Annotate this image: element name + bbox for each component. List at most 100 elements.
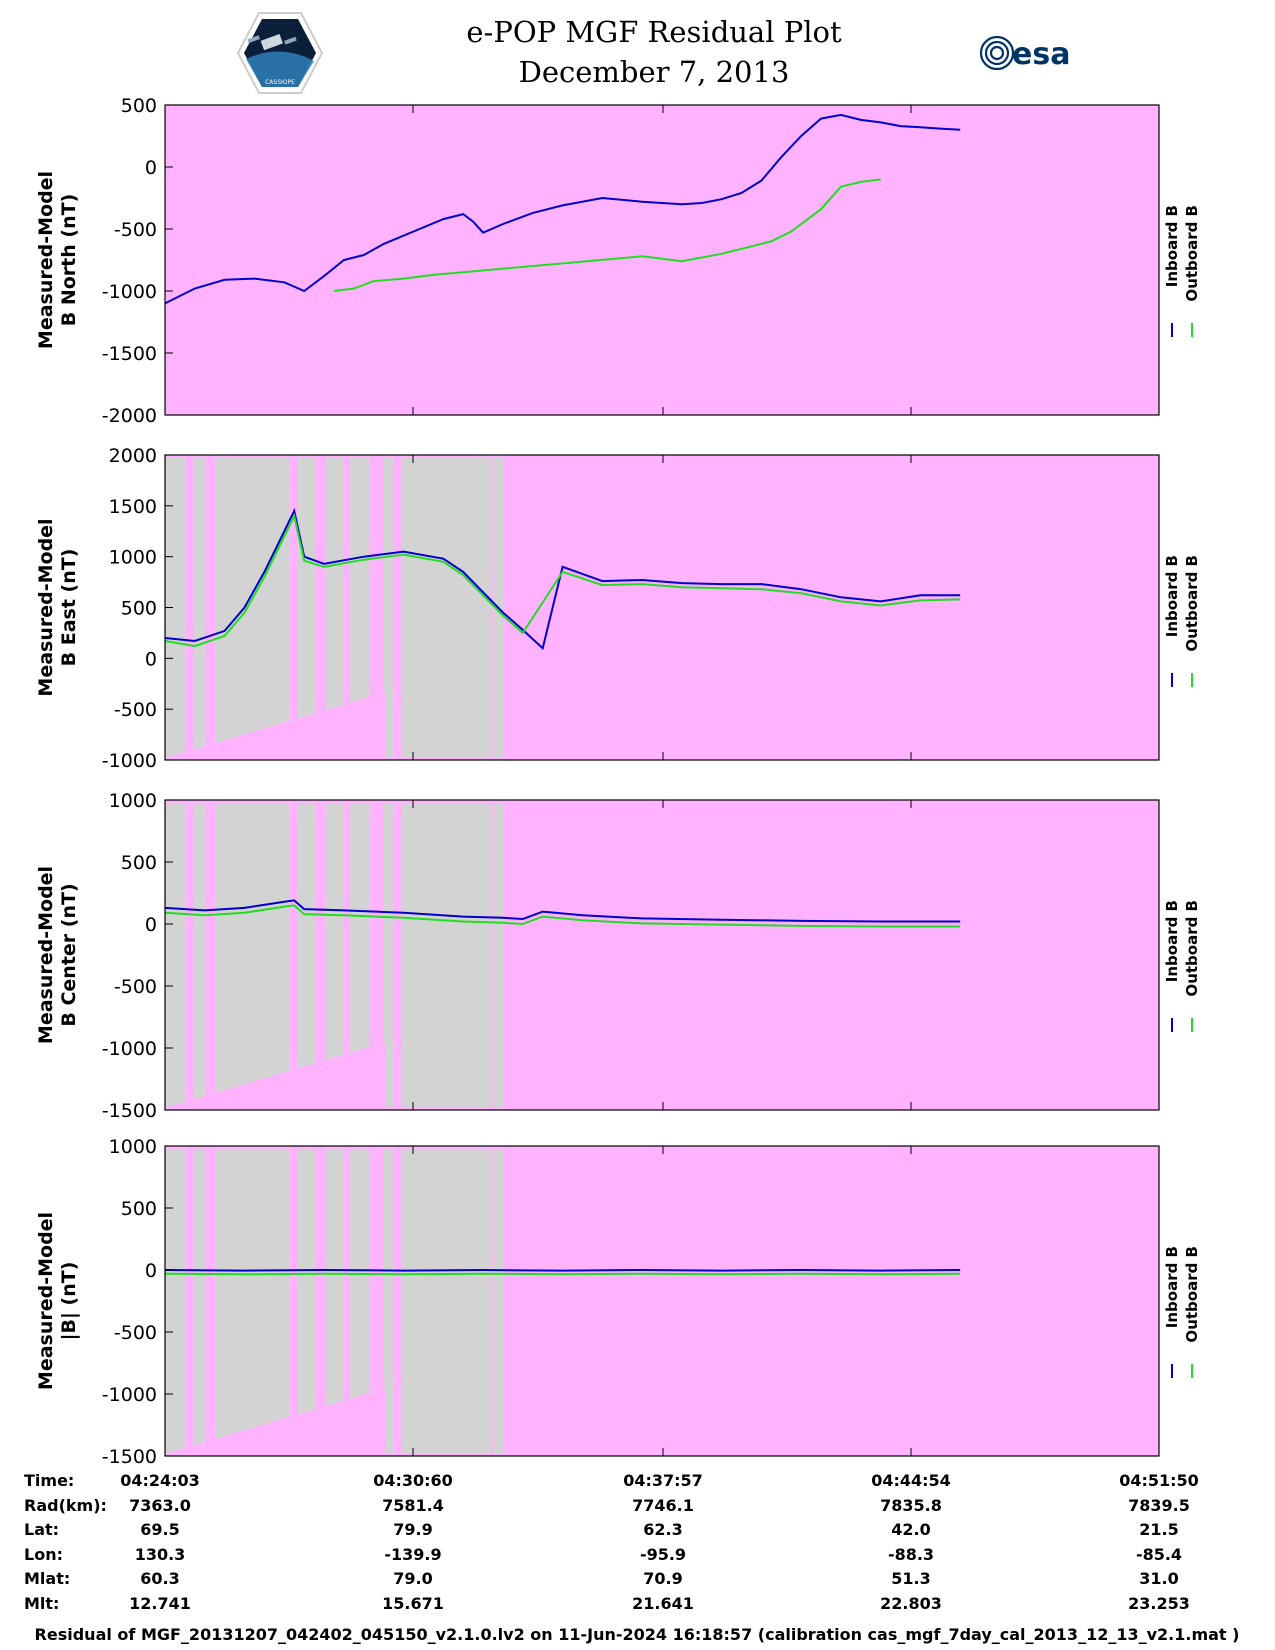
series-inboard-b bbox=[164, 507, 961, 651]
legend-label: Outboard B bbox=[1183, 205, 1201, 302]
y-tick-label: 2000 bbox=[109, 445, 157, 467]
plot-frame bbox=[164, 1145, 1160, 1457]
ephemeris-value: 04:51:50 bbox=[1119, 1471, 1199, 1490]
y-axis-label-line-2: |B| (nT) bbox=[58, 1262, 80, 1341]
y-tick-label: 1500 bbox=[109, 496, 157, 518]
y-tick-label: 500 bbox=[121, 598, 157, 620]
legend-label: Inboard B bbox=[1163, 205, 1181, 287]
ephemeris-value: 51.3 bbox=[891, 1569, 930, 1588]
data-gap-shading bbox=[350, 458, 370, 757]
y-axis-label-line-1: Measured-Model bbox=[35, 171, 57, 349]
cassiope-logo: CASSIOPE bbox=[236, 12, 324, 94]
data-gap-shading bbox=[326, 458, 343, 757]
y-tick-label: 1000 bbox=[109, 547, 157, 569]
data-gap-shading bbox=[326, 803, 343, 1107]
ephemeris-value: 04:24:03 bbox=[120, 1471, 200, 1490]
y-axis-label-line-2: B North (nT) bbox=[58, 194, 80, 327]
ephemeris-value: 12.741 bbox=[129, 1594, 191, 1613]
y-tick-label: -500 bbox=[114, 1322, 157, 1344]
ephemeris-value: 15.671 bbox=[382, 1594, 444, 1613]
y-tick-label: 0 bbox=[145, 157, 157, 179]
ephemeris-value: -85.4 bbox=[1136, 1545, 1182, 1564]
y-tick-label: -1500 bbox=[102, 343, 157, 365]
data-gap-shading bbox=[215, 803, 290, 1107]
data-gap-shading bbox=[326, 1149, 343, 1453]
ephemeris-value: 7363.0 bbox=[129, 1496, 191, 1515]
y-tick-label: -1000 bbox=[102, 1038, 157, 1060]
ephemeris-value: -88.3 bbox=[888, 1545, 934, 1564]
legend: Inboard B Outboard B bbox=[1163, 555, 1201, 687]
y-axis-label-line-2: B East (nT) bbox=[58, 549, 80, 667]
legend: Inboard B Outboard B bbox=[1163, 900, 1201, 1032]
series-inboard-b bbox=[164, 113, 961, 305]
ephemeris-value: 23.253 bbox=[1128, 1594, 1190, 1613]
ephemeris-value: 04:30:60 bbox=[373, 1471, 453, 1490]
series-inboard-b bbox=[164, 1268, 961, 1272]
ephemeris-value: 7581.4 bbox=[382, 1496, 444, 1515]
ephemeris-row-label: Lon: bbox=[24, 1545, 63, 1564]
y-axis-label-line-1: Measured-Model bbox=[35, 866, 57, 1044]
ephemeris-row-label: Lat: bbox=[24, 1520, 59, 1539]
legend-label: Inboard B bbox=[1163, 555, 1181, 637]
y-tick-label: -1000 bbox=[102, 1384, 157, 1406]
series-outboard-b bbox=[164, 1272, 961, 1276]
plot-frame bbox=[164, 799, 1160, 1111]
y-tick-label: 1000 bbox=[109, 1136, 157, 1158]
plot-background bbox=[165, 105, 1159, 415]
y-tick-label: 500 bbox=[121, 95, 157, 117]
ephemeris-value: 7839.5 bbox=[1128, 1496, 1190, 1515]
data-gap-shading bbox=[215, 458, 290, 757]
ephemeris-value: -95.9 bbox=[640, 1545, 686, 1564]
logo-left-text: CASSIOPE bbox=[265, 79, 295, 86]
ephemeris-value: 60.3 bbox=[140, 1569, 179, 1588]
ephemeris-value: 04:44:54 bbox=[871, 1471, 951, 1490]
shading-wedge bbox=[165, 692, 386, 760]
data-gap-shading bbox=[194, 1149, 206, 1453]
y-tick-label: -1500 bbox=[102, 1446, 157, 1468]
y-tick-label: -500 bbox=[114, 219, 157, 241]
esa-logo: esa bbox=[979, 35, 1070, 72]
header: CASSIOPE e-POP MGF Residual Plot Decembe… bbox=[236, 12, 1070, 94]
data-gap-shading bbox=[298, 803, 315, 1107]
legend-label: Inboard B bbox=[1163, 900, 1181, 982]
data-gap-shading bbox=[493, 1149, 504, 1453]
data-gap-shading bbox=[298, 1149, 315, 1453]
ephemeris-value: 04:37:57 bbox=[623, 1471, 703, 1490]
y-axis-label-line-2: B Center (nT) bbox=[58, 883, 80, 1026]
ephemeris-row-label: Mlt: bbox=[24, 1594, 59, 1613]
y-tick-label: -500 bbox=[114, 699, 157, 721]
data-gap-shading bbox=[350, 1149, 370, 1453]
y-tick-label: -1500 bbox=[102, 1100, 157, 1122]
data-gap-shading bbox=[401, 1149, 491, 1453]
ephemeris-value: 70.9 bbox=[643, 1569, 682, 1588]
data-gap-shading bbox=[194, 458, 206, 757]
y-tick-label: 0 bbox=[145, 648, 157, 670]
title-line-2: December 7, 2013 bbox=[519, 55, 790, 89]
ephemeris-value: 21.5 bbox=[1139, 1520, 1178, 1539]
y-tick-label: 500 bbox=[121, 1198, 157, 1220]
shading-wedge bbox=[165, 1042, 386, 1110]
series-outboard-b bbox=[333, 178, 881, 292]
panel-1: 500 0 -500 -1000 -1500 -2000 Measured-Model B N… bbox=[35, 95, 1201, 427]
ephemeris-value: 7835.8 bbox=[880, 1496, 942, 1515]
y-tick-label: 500 bbox=[121, 852, 157, 874]
title-line-1: e-POP MGF Residual Plot bbox=[466, 15, 842, 49]
ephemeris-value: 130.3 bbox=[135, 1545, 186, 1564]
ephemeris-value: 79.0 bbox=[393, 1569, 432, 1588]
legend: Inboard B Outboard B bbox=[1163, 205, 1201, 337]
y-tick-label: 0 bbox=[145, 1260, 157, 1282]
panel-4: 1000 500 0 -500 -1000 -1500 Measured-Model |B| … bbox=[35, 1136, 1201, 1468]
y-tick-label: -500 bbox=[114, 976, 157, 998]
data-gap-shading bbox=[298, 458, 315, 757]
ephemeris-table: Time: Rad(km): Lat: Lon: Mlat: Mlt: 04:24:03 73… bbox=[24, 1471, 1199, 1613]
ephemeris-value: 79.9 bbox=[393, 1520, 432, 1539]
data-gap-shading bbox=[384, 1149, 394, 1453]
ephemeris-value: 21.641 bbox=[632, 1594, 694, 1613]
ephemeris-row-label: Rad(km): bbox=[24, 1496, 107, 1515]
panel-3: 1000 500 0 -500 -1000 -1500 Measured-Model B Ce… bbox=[35, 790, 1201, 1122]
legend: Inboard B Outboard B bbox=[1163, 1246, 1201, 1378]
y-tick-label: -2000 bbox=[102, 405, 157, 427]
series-outboard-b bbox=[164, 512, 961, 648]
